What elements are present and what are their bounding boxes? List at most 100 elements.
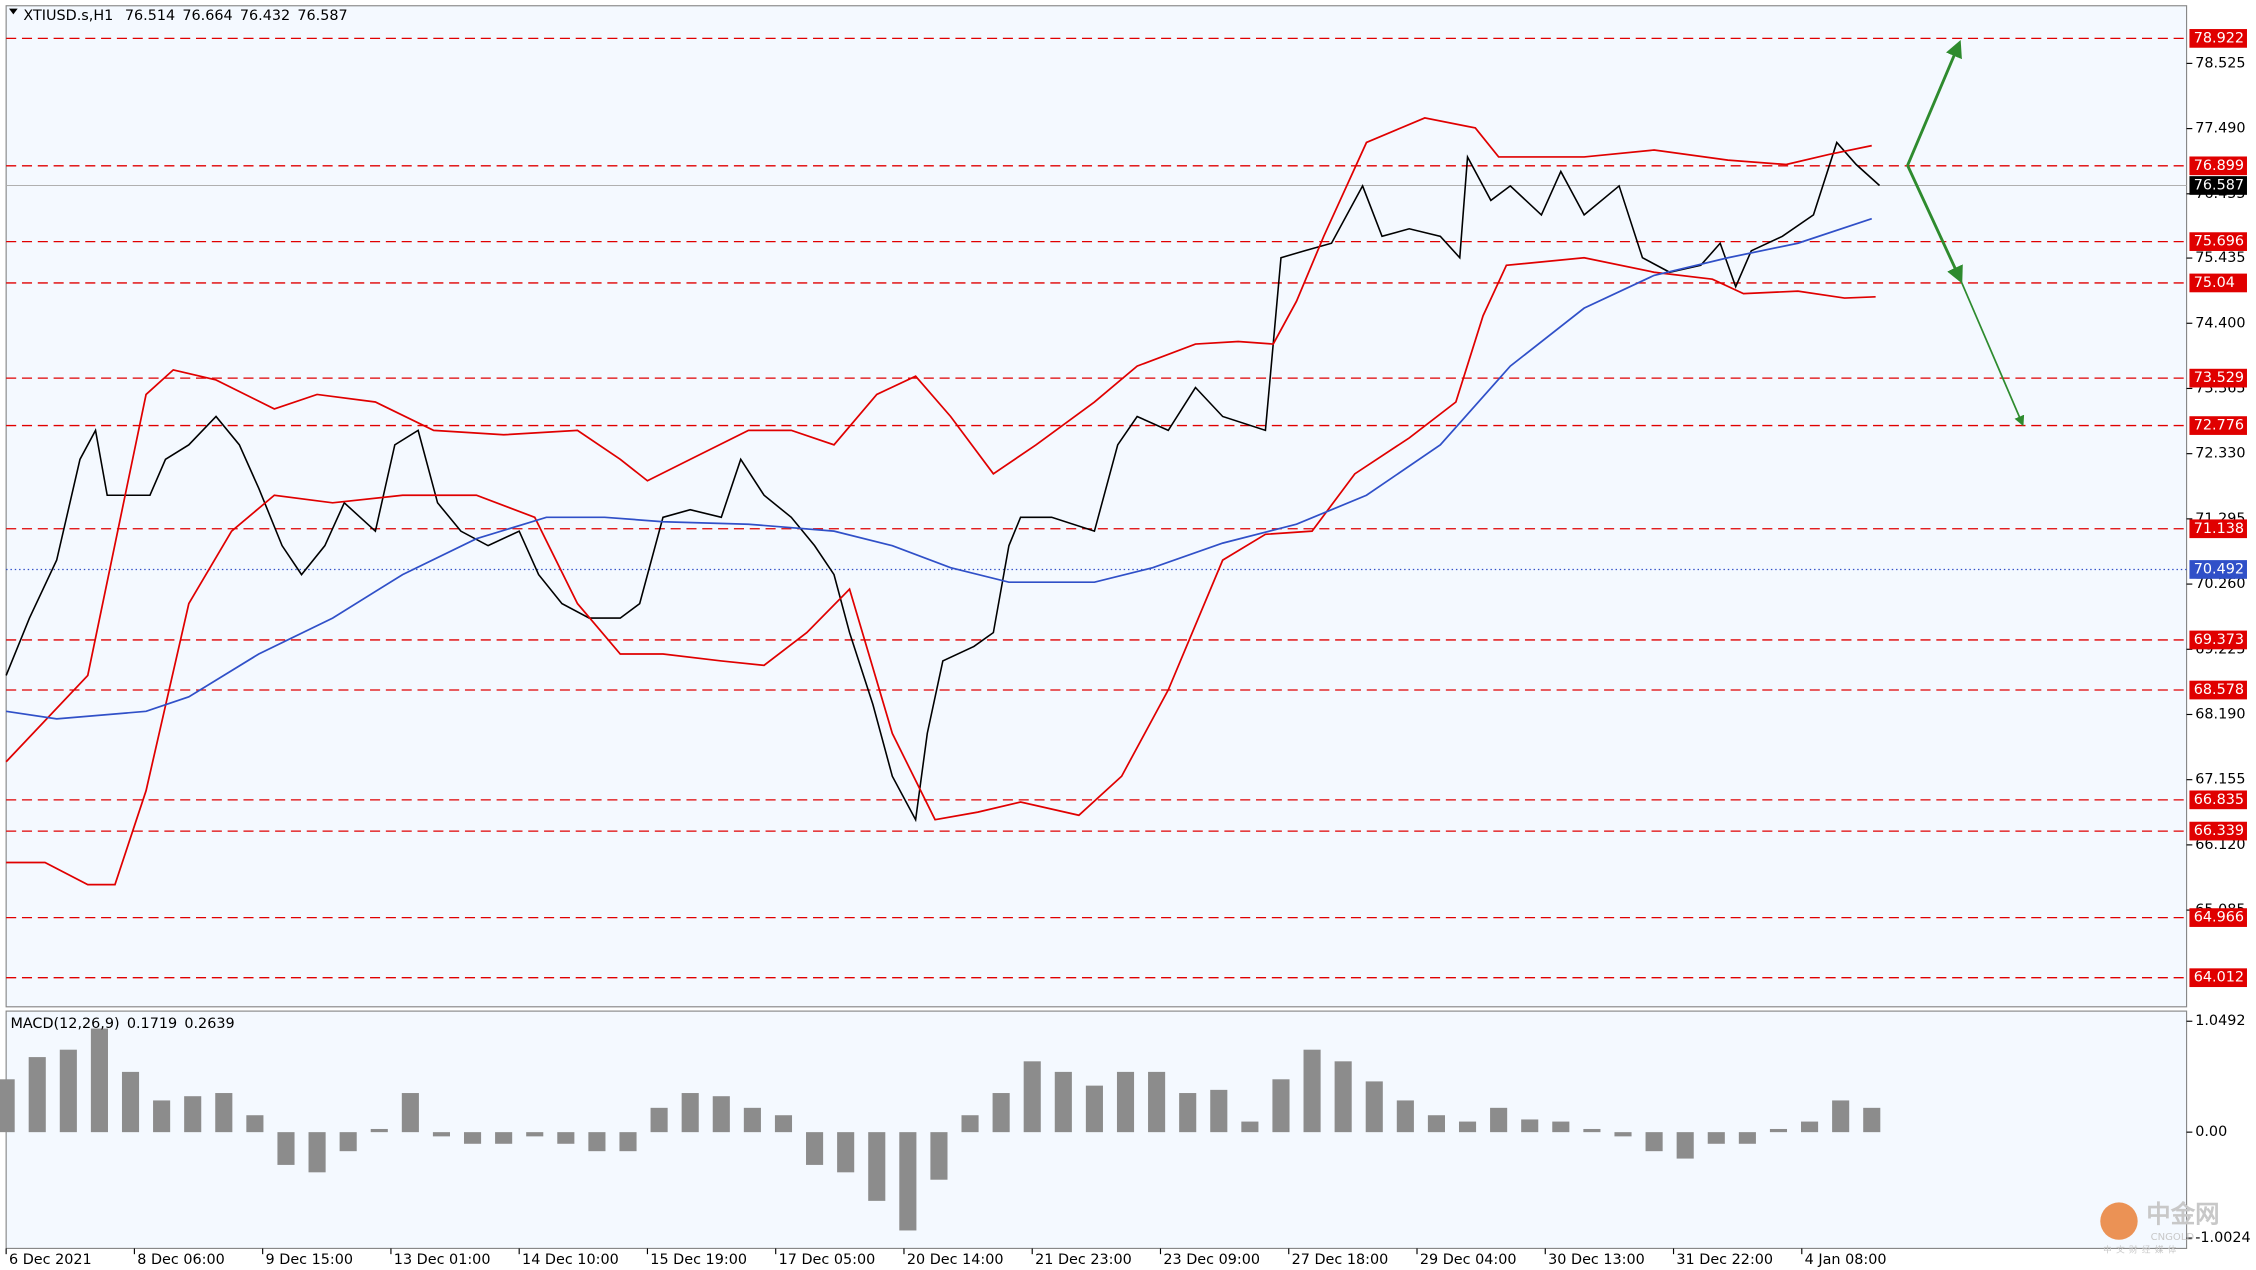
macd-bar <box>215 1093 233 1133</box>
reference-label: 70.492 <box>2194 561 2244 577</box>
series-line <box>6 256 1876 886</box>
macd-bar <box>588 1132 606 1152</box>
y-tick-label: 0.00 <box>2195 1124 2227 1140</box>
watermark-tagline: 中文财经媒体 <box>2103 1243 2181 1255</box>
level-box <box>2189 680 2247 700</box>
plot-layer: 78.52577.49076.45575.43574.40073.36572.3… <box>0 29 2251 1268</box>
macd-bar <box>1614 1132 1632 1137</box>
x-tick-label: 31 Dec 22:00 <box>1676 1252 1773 1268</box>
macd-bar <box>1832 1100 1850 1133</box>
x-tick-label: 23 Dec 09:00 <box>1163 1252 1260 1268</box>
macd-bar <box>1148 1071 1166 1133</box>
macd-main: 0.1719 <box>127 1016 177 1032</box>
macd-bar <box>1707 1132 1725 1144</box>
macd-bar <box>1116 1071 1135 1133</box>
level-label: 73.529 <box>2194 370 2244 386</box>
macd-bar <box>1396 1100 1414 1133</box>
watermark-name: 中金网 <box>2146 1199 2219 1228</box>
close: 76.587 <box>297 8 347 24</box>
x-tick-label: 20 Dec 14:00 <box>907 1252 1004 1268</box>
level-label: 64.012 <box>2194 970 2244 986</box>
macd-bar <box>277 1132 295 1165</box>
x-tick-label: 29 Dec 04:00 <box>1420 1252 1517 1268</box>
x-tick-label: 30 Dec 13:00 <box>1548 1252 1645 1268</box>
macd-bar <box>1863 1107 1881 1133</box>
macd-bar <box>899 1132 917 1231</box>
macd-bar <box>1365 1081 1383 1133</box>
macd-bar <box>184 1096 202 1133</box>
macd-bar <box>1241 1121 1259 1133</box>
macd-bar <box>526 1132 544 1137</box>
macd-bar <box>1054 1071 1072 1133</box>
level-box <box>2189 519 2247 539</box>
macd-bar <box>153 1100 171 1133</box>
menu-triangle[interactable] <box>9 8 18 15</box>
macd-bar <box>1583 1128 1601 1133</box>
level-box <box>2189 156 2247 176</box>
macd-bar <box>463 1132 482 1144</box>
y-tick-label: 1.0492 <box>2195 1013 2245 1029</box>
x-tick-label: 15 Dec 19:00 <box>650 1252 747 1268</box>
macd-bar <box>90 1028 108 1133</box>
macd-bar <box>1490 1107 1508 1133</box>
macd-bar <box>681 1093 699 1133</box>
y-tick-label: -1.0024 <box>2195 1230 2250 1246</box>
level-label: 69.373 <box>2194 632 2244 648</box>
y-tick-label: 66.120 <box>2195 837 2245 853</box>
level-label: 75.04 <box>2194 275 2235 291</box>
last-price-box <box>2189 176 2247 195</box>
macd-bar <box>370 1128 388 1133</box>
x-tick-label: 8 Dec 06:00 <box>137 1252 225 1268</box>
macd-bar <box>1179 1093 1197 1133</box>
macd-bar <box>246 1115 264 1133</box>
macd-bar <box>837 1132 855 1173</box>
x-tick-label: 14 Dec 10:00 <box>522 1252 619 1268</box>
macd-bar <box>1085 1085 1103 1133</box>
level-label: 71.138 <box>2194 521 2244 537</box>
macd-bar <box>1210 1089 1228 1133</box>
level-label: 66.835 <box>2194 792 2244 808</box>
macd-bar <box>1552 1121 1570 1133</box>
macd-bar <box>308 1132 326 1173</box>
y-tick-label: 68.190 <box>2195 706 2245 722</box>
macd-bar <box>650 1107 668 1133</box>
macd-bar <box>619 1132 637 1152</box>
macd-bar <box>0 1079 15 1133</box>
level-label: 75.696 <box>2194 234 2244 250</box>
macd-bar <box>1023 1061 1041 1133</box>
macd-bar <box>1458 1121 1477 1133</box>
level-label: 68.578 <box>2194 682 2244 698</box>
price-header: XTIUSD.s,H1 76.514 76.664 76.432 76.587 <box>23 8 347 24</box>
watermark-logo <box>2100 1202 2138 1240</box>
macd-bar <box>401 1093 419 1133</box>
macd-bar <box>961 1115 979 1133</box>
macd-bar <box>712 1096 730 1133</box>
level-box <box>2189 790 2247 810</box>
x-tick-label: 17 Dec 05:00 <box>779 1252 876 1268</box>
level-label: 78.922 <box>2194 30 2244 46</box>
macd-bar <box>28 1057 46 1133</box>
macd-bar <box>930 1132 948 1180</box>
macd-title: MACD(12,26,9) <box>10 1016 119 1032</box>
macd-bar <box>868 1132 886 1201</box>
level-box <box>2189 368 2247 388</box>
price-panel <box>5 5 2188 1008</box>
y-tick-label: 72.330 <box>2195 446 2245 462</box>
macd-bar <box>1769 1128 1788 1133</box>
y-tick-label: 77.490 <box>2195 121 2245 137</box>
y-tick-label: 78.525 <box>2195 55 2245 71</box>
series-line <box>5 116 1872 763</box>
arrow-down-2 <box>1959 280 2025 427</box>
level-box <box>2189 821 2247 841</box>
x-tick-label: 4 Jan 08:00 <box>1805 1252 1887 1268</box>
y-tick-label: 67.155 <box>2195 772 2245 788</box>
arrow-up <box>1906 39 1962 166</box>
macd-bar <box>1738 1132 1756 1144</box>
macd-bar <box>806 1132 824 1165</box>
macd-bar <box>1303 1049 1321 1133</box>
macd-bar <box>1676 1132 1694 1159</box>
level-box <box>2189 29 2247 48</box>
macd-bar <box>557 1132 575 1144</box>
y-tick-label: 75.435 <box>2195 250 2245 266</box>
